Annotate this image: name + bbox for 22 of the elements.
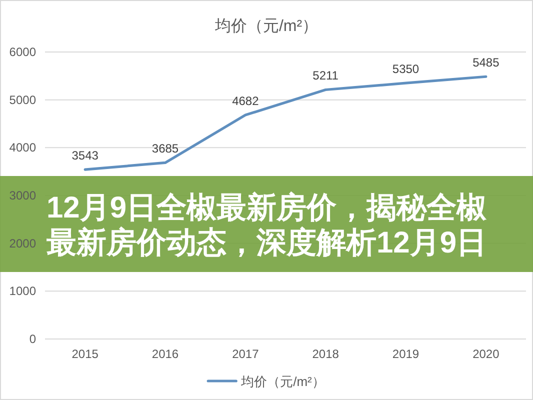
x-tick-label: 2020 (472, 347, 500, 361)
annotation: 12月9日全椒最新房价，揭秘全椒最新房价动态，深度解析12月9日 (46, 190, 488, 260)
x-tick-label: 2015 (72, 347, 99, 361)
y-tick-label: 3000 (9, 188, 36, 202)
x-tick-label: 2018 (312, 347, 340, 361)
data-label: 5211 (312, 68, 339, 83)
x-tick-label: 2019 (392, 347, 420, 361)
legend-label: 均价（元/m²） (240, 374, 325, 389)
data-label: 3685 (152, 142, 179, 156)
data-label: 5485 (472, 56, 500, 70)
y-tick-label: 5000 (9, 92, 36, 107)
x-tick-label: 2017 (232, 347, 260, 361)
x-tick-label: 2016 (152, 347, 179, 361)
y-tick-label: 1000 (9, 284, 36, 298)
y-tick-label: 6000 (9, 45, 36, 59)
data-label: 3543 (72, 148, 99, 163)
y-tick-label: 4000 (9, 140, 36, 155)
y-tick-label: 0 (29, 332, 36, 346)
y-tick-label: 2000 (9, 236, 36, 250)
chart-title: 均价（元/m²） (214, 18, 318, 35)
data-label: 5350 (392, 62, 420, 76)
data-label: 4682 (232, 94, 260, 108)
